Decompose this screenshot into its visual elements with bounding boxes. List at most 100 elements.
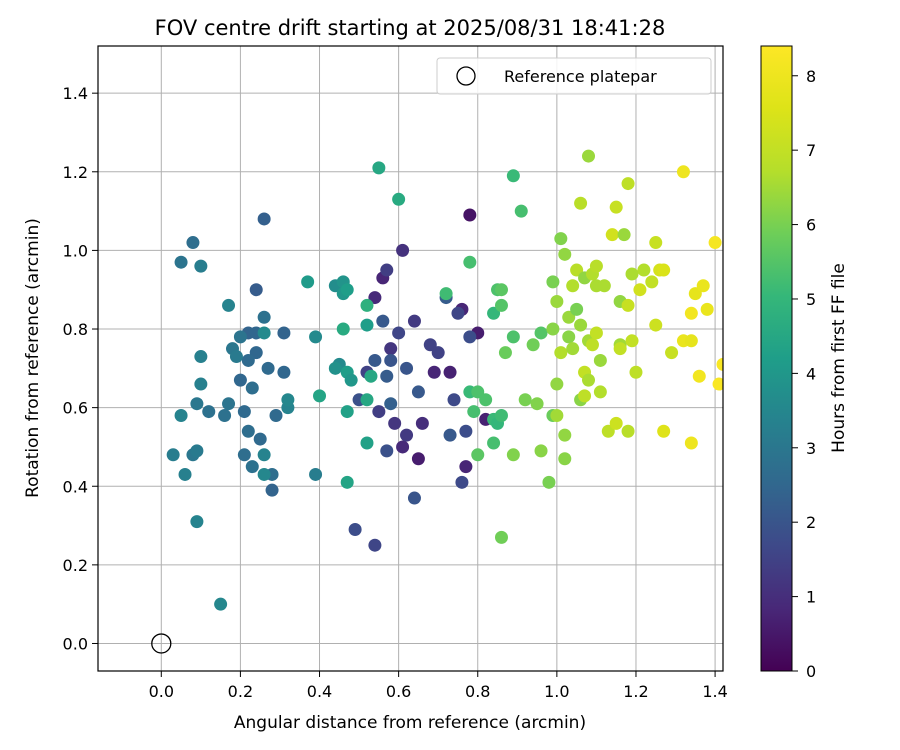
data-point bbox=[518, 393, 532, 407]
data-point bbox=[494, 408, 508, 422]
y-tick-label: 1.0 bbox=[63, 241, 88, 260]
data-point bbox=[368, 538, 382, 552]
data-point bbox=[407, 491, 421, 505]
data-point bbox=[336, 322, 350, 336]
data-point bbox=[257, 310, 271, 324]
data-point bbox=[657, 263, 671, 277]
data-point bbox=[328, 361, 342, 375]
data-point bbox=[688, 287, 702, 301]
data-point bbox=[526, 338, 540, 352]
data-point bbox=[589, 326, 603, 340]
data-point bbox=[222, 397, 236, 411]
x-tick-label: 0.4 bbox=[307, 682, 332, 701]
data-point bbox=[380, 369, 394, 383]
data-point bbox=[194, 350, 208, 364]
data-point bbox=[249, 346, 263, 360]
data-point bbox=[190, 397, 204, 411]
data-point bbox=[657, 424, 671, 438]
data-point bbox=[546, 275, 560, 289]
data-point bbox=[712, 377, 723, 391]
data-point bbox=[257, 212, 271, 226]
colorbar-tick-label: 0 bbox=[806, 662, 816, 681]
data-point bbox=[194, 259, 208, 273]
data-point bbox=[372, 161, 386, 175]
data-point bbox=[471, 385, 485, 399]
reference-marker-layer bbox=[151, 633, 172, 654]
legend-box bbox=[436, 57, 712, 95]
data-point bbox=[582, 149, 596, 163]
plot-frame bbox=[97, 45, 724, 672]
data-point bbox=[609, 416, 623, 430]
x-tick-label: 0.2 bbox=[228, 682, 253, 701]
data-point bbox=[277, 365, 291, 379]
data-point bbox=[684, 306, 698, 320]
data-point bbox=[265, 483, 279, 497]
data-point bbox=[194, 377, 208, 391]
data-point bbox=[676, 165, 690, 179]
data-point bbox=[566, 342, 580, 356]
data-point bbox=[494, 298, 508, 312]
chart-title: FOV centre drift starting at 2025/08/31 … bbox=[155, 16, 666, 40]
data-point bbox=[459, 424, 473, 438]
data-point bbox=[384, 342, 398, 356]
data-point bbox=[562, 330, 576, 344]
data-point bbox=[360, 393, 374, 407]
data-point bbox=[396, 440, 410, 454]
data-point bbox=[459, 460, 473, 474]
data-point bbox=[621, 424, 635, 438]
x-axis-label: Angular distance from reference (arcmin) bbox=[234, 713, 586, 733]
y-axis-label: Rotation from reference (arcmin) bbox=[23, 218, 43, 498]
x-tick-label: 1.4 bbox=[702, 682, 727, 701]
data-point bbox=[190, 444, 204, 458]
data-point bbox=[530, 397, 544, 411]
data-point bbox=[637, 263, 651, 277]
data-point bbox=[593, 385, 607, 399]
data-point bbox=[407, 314, 421, 328]
data-point bbox=[277, 326, 291, 340]
data-point bbox=[376, 314, 390, 328]
data-point bbox=[392, 192, 406, 206]
data-point bbox=[340, 475, 354, 489]
data-point bbox=[233, 373, 247, 387]
colorbar-tick-label: 3 bbox=[806, 439, 816, 458]
data-point bbox=[301, 275, 315, 289]
data-point bbox=[368, 291, 382, 305]
data-point bbox=[597, 279, 611, 293]
data-point bbox=[364, 369, 378, 383]
data-point bbox=[380, 263, 394, 277]
data-point bbox=[542, 475, 556, 489]
data-point bbox=[186, 236, 200, 250]
data-point bbox=[384, 397, 398, 411]
y-axis-ticks: 0.0 0.2 0.4 0.6 0.8 1.0 1.2 1.4 bbox=[63, 84, 98, 653]
data-point bbox=[451, 306, 465, 320]
data-point bbox=[621, 177, 635, 191]
y-tick-label: 0.6 bbox=[63, 399, 88, 418]
data-point bbox=[716, 357, 723, 371]
data-point bbox=[431, 346, 445, 360]
x-tick-label: 0.8 bbox=[465, 682, 490, 701]
data-point bbox=[427, 365, 441, 379]
data-point bbox=[313, 389, 327, 403]
data-point bbox=[237, 405, 251, 419]
data-point bbox=[621, 298, 635, 312]
data-point bbox=[566, 279, 580, 293]
data-point bbox=[514, 204, 528, 218]
data-point bbox=[550, 408, 564, 422]
grid-lines bbox=[98, 46, 723, 671]
data-point bbox=[309, 467, 323, 481]
data-point bbox=[558, 247, 572, 261]
data-point bbox=[700, 302, 714, 316]
data-point bbox=[253, 432, 267, 446]
data-point bbox=[506, 169, 520, 183]
data-point bbox=[570, 263, 584, 277]
data-point bbox=[166, 448, 180, 462]
data-point bbox=[625, 267, 639, 281]
data-point bbox=[463, 330, 477, 344]
legend: Reference platepar bbox=[436, 57, 712, 95]
data-point bbox=[471, 448, 485, 462]
data-point bbox=[585, 338, 599, 352]
data-point bbox=[348, 522, 362, 536]
legend-marker-icon bbox=[456, 66, 476, 86]
data-point bbox=[344, 373, 358, 387]
data-point bbox=[233, 330, 247, 344]
